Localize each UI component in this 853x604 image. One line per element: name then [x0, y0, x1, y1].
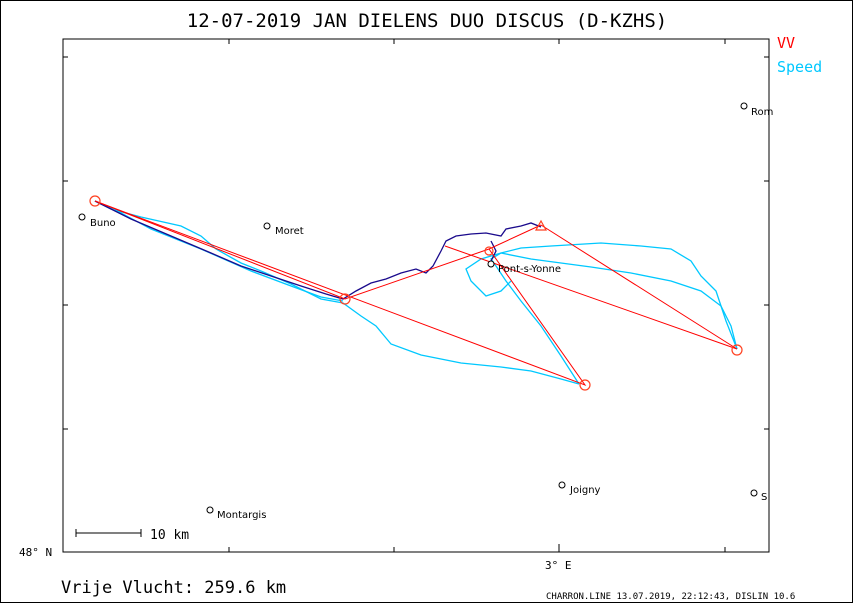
town-rom: Rom — [751, 107, 773, 118]
chart-title: 12-07-2019 JAN DIELENS DUO DISCUS (D-KZH… — [187, 10, 667, 32]
town-buno: Buno — [90, 218, 116, 229]
footer-text: CHARRON.LINE 13.07.2019, 22:12:43, DISLI… — [546, 592, 795, 602]
turnpoint-4 — [484, 246, 494, 256]
track-speed — [94, 200, 738, 385]
scale-label: 10 km — [150, 528, 189, 543]
scale-bar — [75, 529, 142, 537]
legend-vv: VV — [777, 34, 795, 52]
town-moret: Moret — [275, 226, 304, 237]
town-pont-s-yonne: Pont-s-Yonne — [498, 264, 561, 275]
turnpoint-3 — [731, 344, 743, 356]
town-montargis: Montargis — [217, 510, 266, 521]
turnpoint-start — [89, 195, 101, 207]
town-markers — [78, 102, 758, 514]
turnpoint-1 — [339, 293, 351, 305]
legend-speed: Speed — [777, 58, 822, 76]
axis-ticks — [63, 39, 769, 552]
finish-marker — [534, 219, 548, 231]
turnpoint-2 — [579, 379, 591, 391]
town-joigny: Joigny — [569, 485, 601, 496]
lat-label: 48° N — [19, 546, 52, 559]
plot-frame — [62, 38, 770, 553]
lon-label: 3° E — [545, 559, 572, 572]
town-s: S — [761, 492, 767, 503]
distance-label: Vrije Vlucht: 259.6 km — [61, 578, 286, 598]
task-route — [94, 200, 738, 387]
turnpoints — [89, 195, 743, 391]
